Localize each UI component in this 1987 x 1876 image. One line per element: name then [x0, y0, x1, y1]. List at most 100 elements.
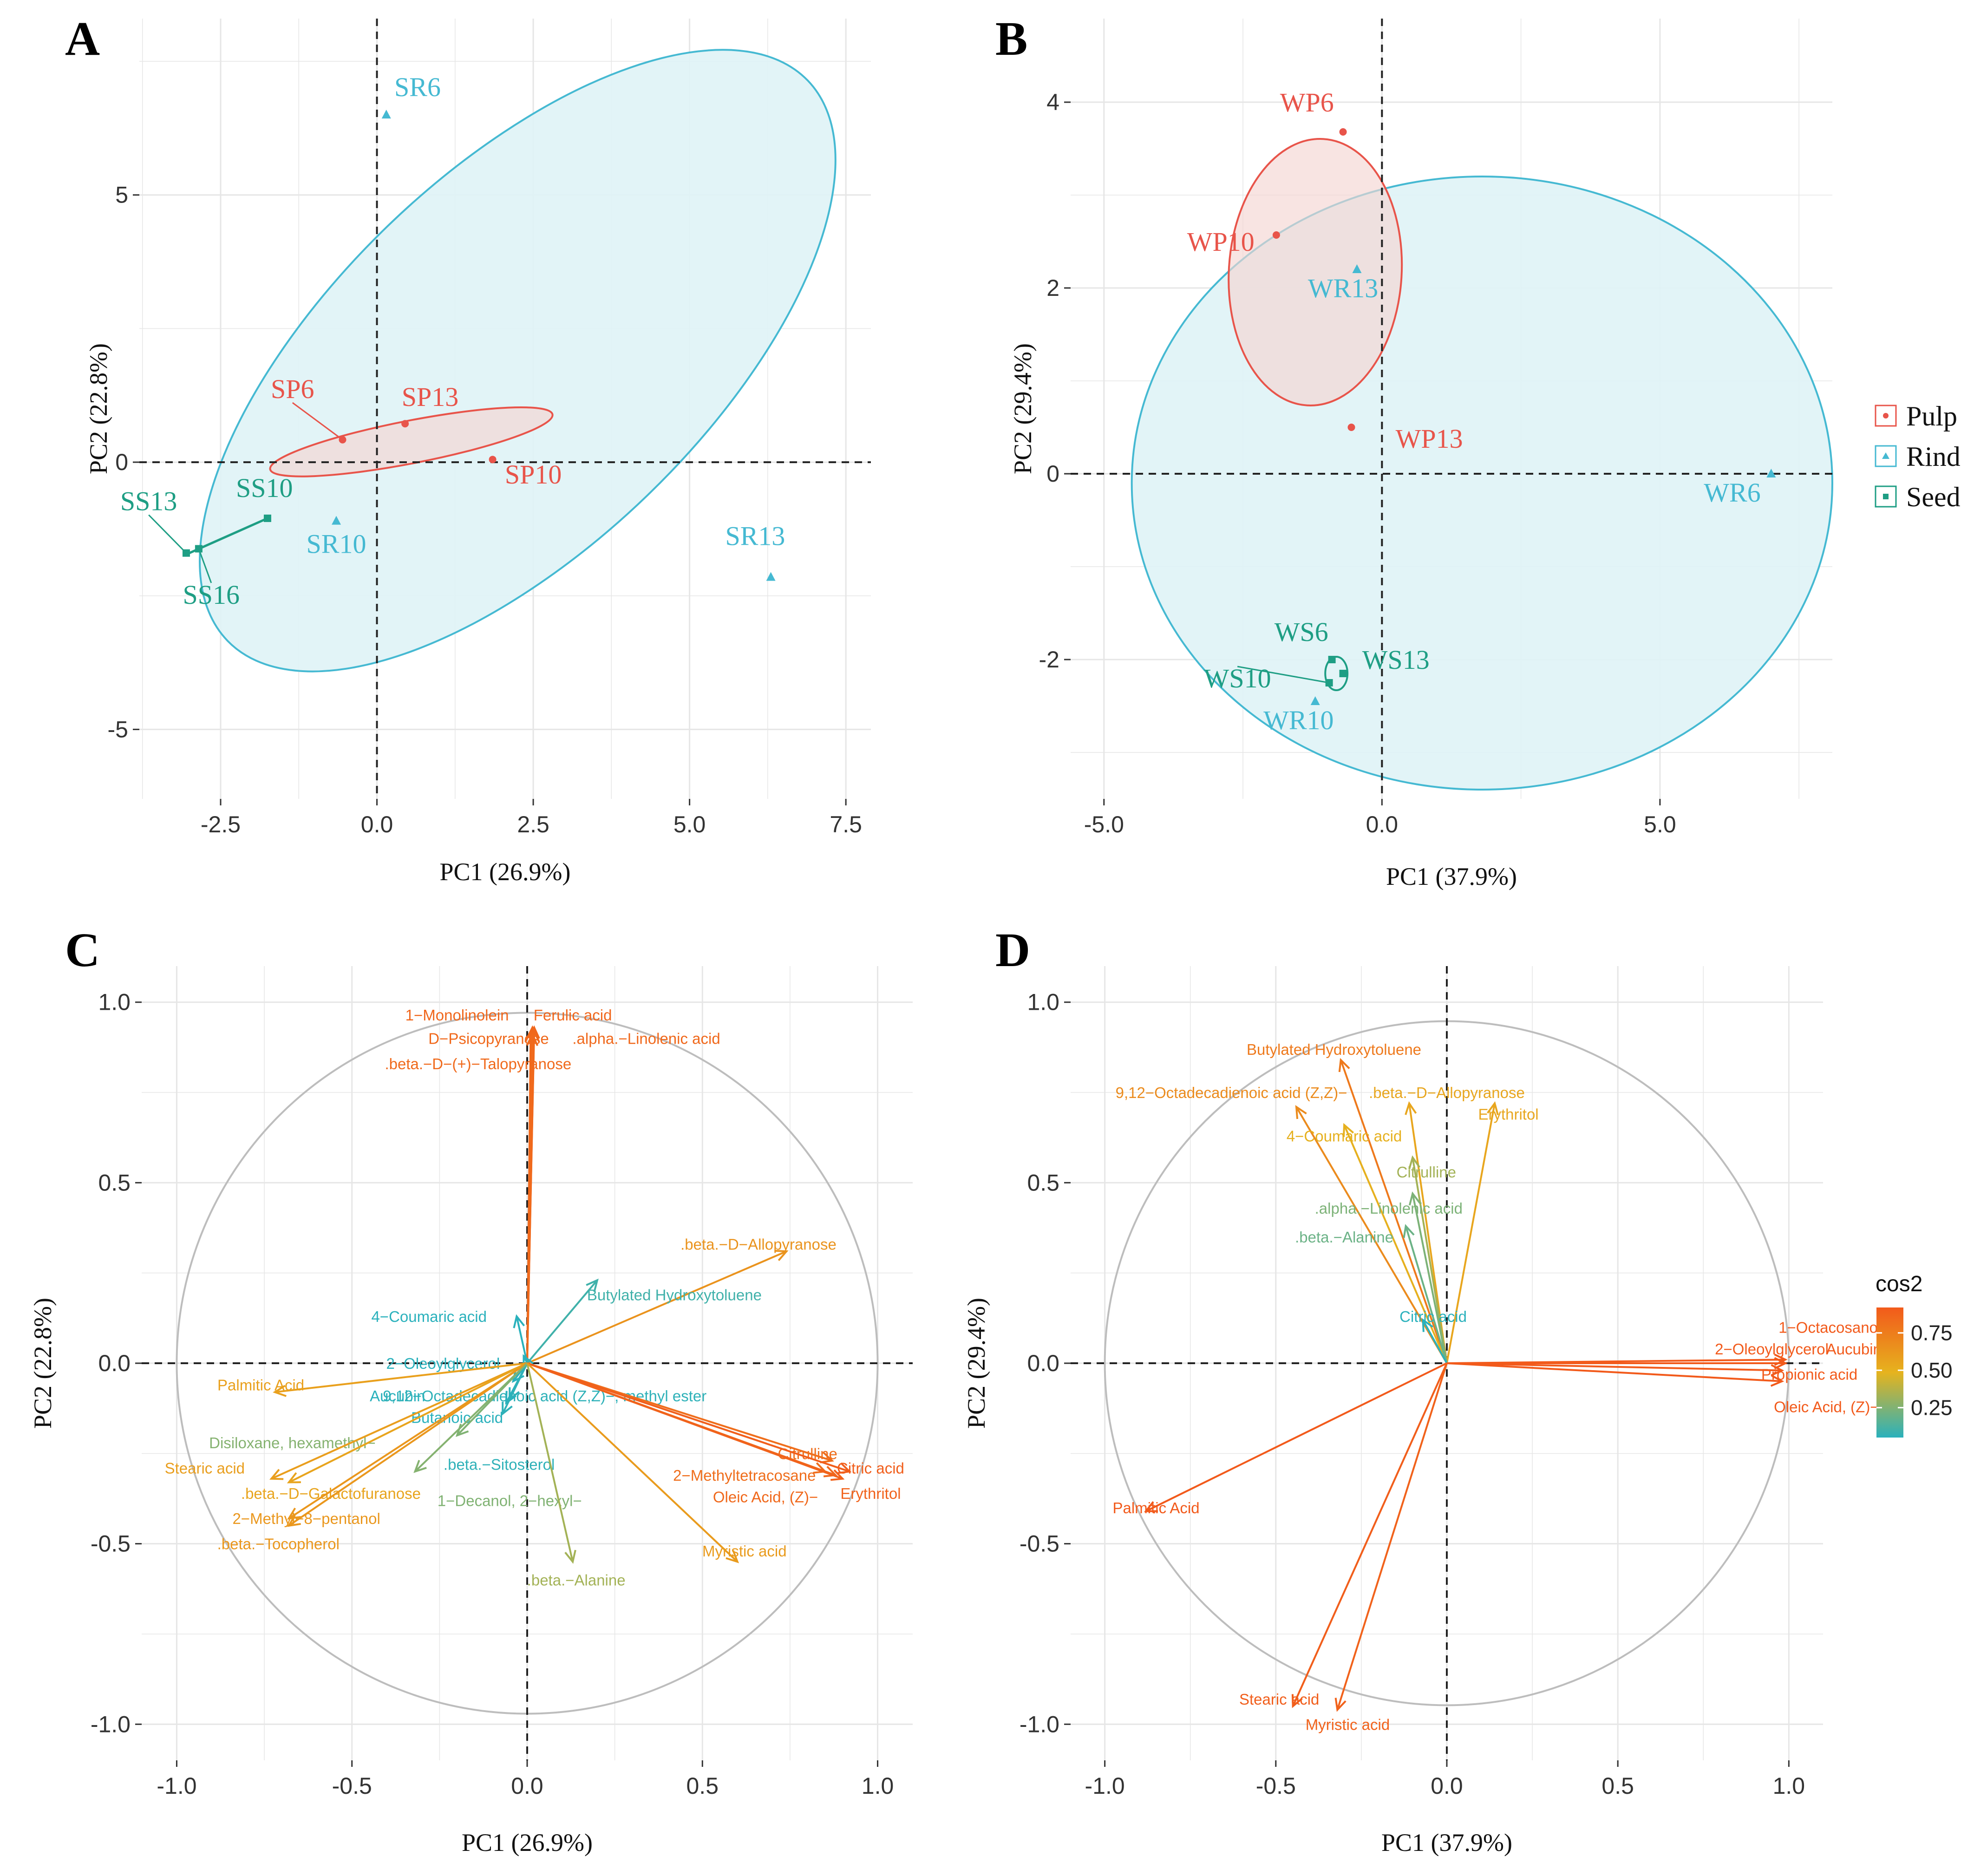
- panel-b-point-ws13-label: WS13: [1362, 645, 1430, 675]
- legend-item-pulp: Pulp: [1875, 401, 1957, 431]
- panel-c-arrow-citric-acid-shaft: [527, 1362, 850, 1473]
- panel-b-point-wp13-label: WP13: [1396, 424, 1463, 454]
- panel-d-arrow-butylated-hydroxytoluene-label: Butylated Hydroxytoluene: [1247, 1041, 1421, 1058]
- panel-a-point-sp6-label: SP6: [271, 374, 314, 404]
- panel-d-arrow-stearic-acid: [1291, 1363, 1448, 1708]
- panel-b-ytick-label: 2: [1046, 275, 1059, 301]
- colorbar-tick-label: 0.25: [1911, 1396, 1953, 1420]
- panel-c-arrow-beta-d-allopyranose-label: .beta.−D−Allopyranose: [680, 1236, 837, 1253]
- panel-c-ytick-label: -1.0: [91, 1711, 131, 1737]
- panel-d-arrow-aucubin: [1447, 1357, 1788, 1370]
- panel-letter-b: B: [995, 12, 1027, 65]
- panel-a-y-axis-title: PC2 (22.8%): [85, 343, 112, 474]
- panel-c-arrow-disiloxane-hexamethyl-label: Disiloxane, hexamethyl−: [209, 1434, 376, 1451]
- panel-b-point-wr6-label: WR6: [1704, 477, 1760, 508]
- panel-letter-a: A: [65, 12, 100, 65]
- panel-c-arrow-1-decanol-2-hexyl-shaft: [456, 1362, 528, 1436]
- panel-c-arrow-butylated-hydroxytoluene-label: Butylated Hydroxytoluene: [587, 1286, 762, 1303]
- panel-d-arrow-oleic-acid-z: [1446, 1362, 1784, 1387]
- panel-d-arrow-alpha-linolenic-acid: [1408, 1191, 1448, 1364]
- panel-d-arrow-citrulline: [1408, 1155, 1448, 1364]
- panel-d-ytick-label: 1.0: [1027, 989, 1059, 1015]
- panel-d-arrow-butylated-hydroxytoluene-head: [1338, 1058, 1350, 1072]
- panel-c-arrow-palmitic-acid: [273, 1362, 528, 1397]
- panel-d-arrow-myristic-acid: [1334, 1363, 1448, 1712]
- panel-a-point-sr10: [332, 516, 341, 525]
- panel-a-xtick-label: 2.5: [517, 811, 549, 837]
- panel-b-point-ws10-leader: [1237, 666, 1329, 684]
- panel-a-xtick-label: -2.5: [201, 811, 241, 837]
- panel-d-ytick-label: -1.0: [1020, 1711, 1059, 1737]
- panel-c-xtick-label: 1.0: [862, 1773, 894, 1799]
- panel-c-arrow-butylated-hydroxytoluene: [526, 1278, 599, 1364]
- panel-c-arrow-beta-d-galactofuranose: [287, 1362, 528, 1484]
- panel-c-arrow-beta-d-talopyranose: [526, 1033, 539, 1364]
- panel-b-xtick-label: 5.0: [1644, 811, 1676, 837]
- panel-b-point-wp13: [1347, 424, 1355, 431]
- panel-c-arrow-beta-d-allopyranose-head: [774, 1249, 789, 1262]
- panel-b-point-ws13: [1339, 670, 1347, 677]
- panel-b-point-wr6: [1766, 469, 1776, 477]
- panel-c-arrow-butanoic-acid-head: [505, 1391, 516, 1405]
- panel-c-arrow-beta-d-galactofuranose-label: .beta.−D−Galactofuranose: [241, 1485, 421, 1502]
- panel-d-arrow-alpha-linolenic-acid-shaft: [1412, 1193, 1448, 1364]
- panel-d-arrow-erythritol-label: Erythritol: [1478, 1106, 1538, 1123]
- panel-d-arrow-beta-alanine-label: .beta.−Alanine: [1295, 1229, 1393, 1246]
- panel-d-arrow-palmitic-acid-shaft: [1145, 1362, 1447, 1512]
- panel-d-arrow-propionic-acid-label: Propionic acid: [1761, 1366, 1857, 1383]
- panel-letter-c: C: [65, 923, 100, 977]
- panel-a-point-sr13-label: SR13: [725, 521, 785, 551]
- panel-c-arrow-2-oleoylglycerol-label: 2−Oleoylglycerol: [386, 1355, 500, 1372]
- panel-a-point-ss16: [195, 545, 203, 553]
- panel-d-arrow-9-12-octadecadienoic-acid-z-z: [1295, 1105, 1448, 1364]
- panel-d-arrow-butylated-hydroxytoluene-shaft: [1340, 1059, 1448, 1364]
- panel-a-ytick-label: 0: [115, 449, 128, 475]
- panel-d-xtick-label: 0.5: [1601, 1773, 1634, 1799]
- panel-letter-d: D: [995, 923, 1030, 977]
- panel-c-arrow-citric-acid-label: Citric acid: [837, 1459, 904, 1477]
- panel-c-arrow-stearic-acid-head: [269, 1469, 284, 1480]
- legend-label-pulp: Pulp: [1906, 401, 1957, 431]
- panel-d-arrow-citric-acid: [1422, 1318, 1448, 1364]
- legend-item-rind: Rind: [1875, 441, 1961, 472]
- panel-b-y-axis-title: PC2 (29.4%): [1009, 343, 1037, 474]
- panel-d-x-axis-title: PC1 (37.9%): [1381, 1829, 1512, 1856]
- panel-c-arrow-stearic-acid: [269, 1362, 528, 1480]
- panel-d-xtick-label: 0.0: [1431, 1773, 1463, 1799]
- panel-b-point-ws6-label: WS6: [1275, 617, 1328, 647]
- panel-d-arrow-beta-d-allopyranose-head: [1405, 1101, 1417, 1115]
- panel-d-arrow-citric-acid-label: Citric acid: [1399, 1308, 1467, 1325]
- panel-a-point-sp10: [489, 456, 497, 464]
- panel-d-arrow-erythritol: [1446, 1101, 1499, 1364]
- panel-c-xtick-label: -0.5: [332, 1773, 372, 1799]
- panel-c-arrow-1-decanol-2-hexyl: [455, 1362, 528, 1437]
- panel-b-ytick-label: -2: [1039, 647, 1059, 673]
- panel-c-arrow-beta-tocopherol-head: [287, 1515, 301, 1527]
- panel-a-ytick-label: -5: [108, 716, 128, 742]
- panel-c-arrow-2-methyl-8-pentanol: [287, 1362, 528, 1520]
- panel-d-arrow-propionic-acid: [1446, 1362, 1784, 1377]
- colorbar-tick-label: 0.75: [1911, 1321, 1953, 1345]
- panel-c-ytick-label: 0.0: [98, 1350, 131, 1376]
- panel-a-point-ss16-label: SS16: [183, 580, 240, 610]
- panel-c-arrow-2-methyl-8-pentanol-head: [287, 1507, 301, 1520]
- panel-a-score-plot: -2.5 0.0 2.5 5.0 7.5 -5 0 5 PC1 (26.9%) PC2 (22.8…: [85, 19, 871, 886]
- panel-c-arrow-myristic-acid-head: [726, 1550, 739, 1563]
- panel-d-arrow-erythritol-shaft: [1446, 1103, 1496, 1364]
- panel-d-arrow-citric-acid-head: [1422, 1318, 1433, 1332]
- panel-a-ytick-label: 5: [115, 182, 128, 208]
- panel-a-xtick-label: 7.5: [830, 811, 862, 837]
- panel-d-arrow-citrulline-shaft: [1412, 1157, 1448, 1364]
- panel-b-ytick-label: 0: [1046, 461, 1059, 487]
- panel-c-arrow-myristic-acid-shaft: [526, 1362, 739, 1562]
- panel-c-arrow-citrulline-label: Citrulline: [778, 1445, 837, 1462]
- panel-b-score-plot: -5.0 0.0 5.0 -2 0 2 4 PC1 (37.9%) PC2 (29.4%) WP6…: [1009, 19, 1833, 890]
- panel-d-arrow-9-12-octadecadienoic-acid-z-z-shaft: [1295, 1106, 1448, 1364]
- panel-b-ytick-label: 4: [1046, 89, 1059, 115]
- panel-b-point-ws6: [1328, 656, 1336, 663]
- panel-d-arrow-2-oleoylglycerol-label: 2−Oleoylglycerol: [1715, 1340, 1829, 1358]
- panel-a-point-ss13-label: SS13: [120, 486, 177, 516]
- panel-c-arrow-beta-sitosterol-label: .beta.−Sitosterol: [444, 1456, 555, 1473]
- panel-c-arrow-palmitic-acid-label: Palmitic Acid: [217, 1377, 304, 1394]
